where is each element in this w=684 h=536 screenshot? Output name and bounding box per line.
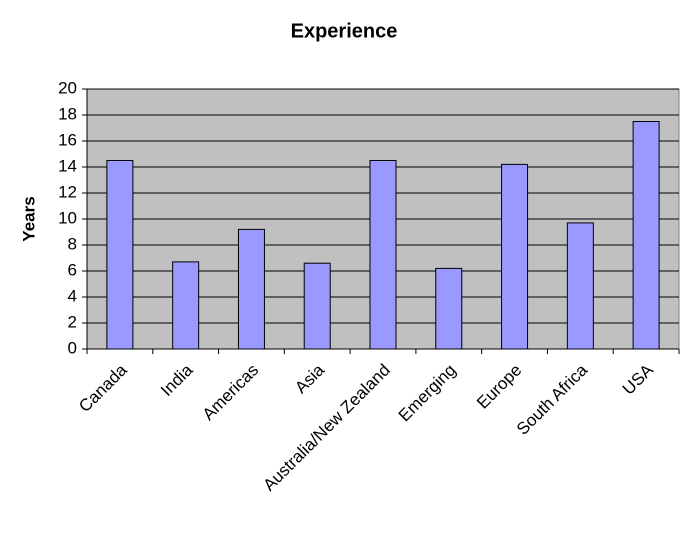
bar xyxy=(632,121,660,350)
x-tick-label: Europe xyxy=(473,360,525,412)
y-tick-label: 12 xyxy=(58,182,77,201)
x-tick-label: Emerging xyxy=(395,360,460,425)
bar xyxy=(501,163,529,350)
y-tick-label: 10 xyxy=(58,208,77,227)
y-tick-label: 4 xyxy=(68,286,77,305)
bar xyxy=(237,228,265,350)
bar xyxy=(369,160,397,350)
x-tick-label: Asia xyxy=(291,360,328,397)
bar xyxy=(172,261,200,350)
x-tick-label: USA xyxy=(619,360,658,399)
x-tick-label: Americas xyxy=(199,360,263,424)
y-tick-label: 20 xyxy=(58,78,77,97)
x-tick-label: India xyxy=(157,360,197,400)
y-tick-label: 8 xyxy=(68,234,77,253)
y-tick-label: 6 xyxy=(68,260,77,279)
chart-title: Experience xyxy=(291,20,398,42)
x-tick-label: South Africa xyxy=(513,360,592,439)
bar xyxy=(566,222,594,350)
bar xyxy=(106,160,134,350)
y-tick-label: 0 xyxy=(68,338,77,357)
y-tick-label: 2 xyxy=(68,312,77,331)
x-tick-label: Canada xyxy=(75,360,131,416)
x-tick-label: Australia/New Zealand xyxy=(259,360,393,494)
bar xyxy=(435,267,463,350)
y-axis-title: Years xyxy=(19,196,38,241)
y-tick-label: 16 xyxy=(58,130,77,149)
bar xyxy=(303,262,331,350)
y-tick-label: 18 xyxy=(58,104,77,123)
y-tick-label: 14 xyxy=(58,156,77,175)
